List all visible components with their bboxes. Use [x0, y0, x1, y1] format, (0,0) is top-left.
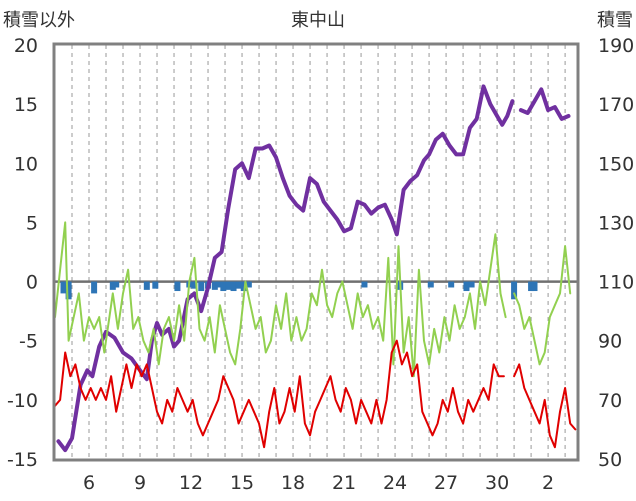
precipitation-bar-2 [91, 281, 98, 294]
precipitation-bar-28 [531, 281, 538, 292]
left-tick-labels: 20 15 10 5 0 -5 -10 -15 [7, 35, 38, 471]
precipitation-bar-14 [220, 281, 227, 292]
precipitation-bar-24 [463, 281, 470, 292]
right-tick-5: 90 [598, 331, 622, 353]
precipitation-bar-27 [528, 281, 535, 292]
precipitation-bar-5 [143, 281, 150, 290]
right-tick-3: 130 [598, 212, 634, 234]
precipitation-bar-17 [235, 281, 242, 289]
plot-frame [52, 42, 580, 462]
snow-depth-line [56, 84, 571, 453]
precipitation-bar-18 [240, 281, 247, 292]
left-tick-5: -5 [19, 331, 38, 353]
left-tick-0: 20 [14, 35, 38, 57]
precipitation-bar-13 [215, 281, 222, 288]
x-tick-7: 27 [434, 472, 458, 494]
precipitation-bar-1 [65, 281, 72, 300]
precipitation-bar-26 [511, 281, 518, 300]
right-axis-label: 積雪 [597, 10, 633, 31]
right-tick-labels: 190 170 150 130 110 90 70 50 [598, 35, 634, 471]
x-tick-0: 6 [83, 472, 95, 494]
precipitation-bar-12 [211, 281, 218, 290]
precipitation-bar-16 [230, 281, 237, 292]
precipitation-bar-25 [468, 281, 475, 288]
chart-title: 東中山 [291, 10, 345, 31]
left-tick-1: 15 [14, 94, 38, 116]
precipitation-bar-15 [225, 281, 232, 290]
left-tick-7: -15 [7, 449, 38, 471]
right-tick-4: 110 [598, 272, 634, 294]
temperature-min-line [54, 339, 577, 449]
x-tick-5: 21 [332, 472, 356, 494]
x-tick-labels: 6 9 12 15 18 21 24 27 30 2 [83, 472, 554, 494]
series-lines [54, 84, 577, 453]
precipitation-bar-10 [198, 281, 205, 292]
left-tick-6: -10 [7, 390, 38, 412]
gridlines [55, 45, 577, 459]
x-tick-2: 12 [179, 472, 203, 494]
precipitation-bar-0 [60, 281, 67, 294]
precipitation-bar-19 [245, 281, 252, 288]
precipitation-bar-6 [152, 281, 159, 289]
precipitation-bar-22 [427, 281, 434, 288]
right-tick-2: 150 [598, 153, 634, 175]
x-tick-6: 24 [383, 472, 407, 494]
precipitation-bar-9 [191, 281, 198, 289]
left-tick-3: 5 [26, 212, 38, 234]
x-tick-4: 18 [281, 472, 305, 494]
left-tick-2: 10 [14, 153, 38, 175]
precipitation-bars [60, 281, 538, 300]
x-tick-1: 9 [134, 472, 146, 494]
right-tick-1: 170 [598, 94, 634, 116]
right-tick-0: 190 [598, 35, 634, 57]
x-tick-8: 30 [485, 472, 509, 494]
x-tick-9: 2 [542, 472, 554, 494]
right-tick-6: 70 [598, 390, 622, 412]
precipitation-bar-3 [109, 281, 116, 290]
left-tick-4: 0 [26, 272, 38, 294]
precipitation-bar-7 [174, 281, 181, 292]
right-tick-7: 50 [598, 449, 622, 471]
x-tick-3: 15 [230, 472, 254, 494]
precipitation-bar-23 [448, 281, 455, 288]
temperature-max-line [54, 221, 572, 378]
precipitation-bar-4 [113, 281, 120, 288]
left-axis-label: 積雪以外 [3, 10, 75, 31]
precipitation-bar-20 [361, 281, 368, 288]
